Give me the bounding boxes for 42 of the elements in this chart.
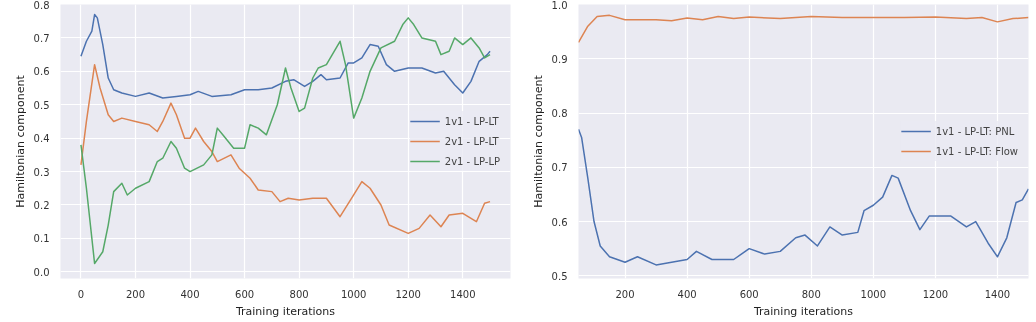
- y-axis-title: Hamiltonian component: [13, 74, 27, 208]
- y-tick-label: 0.7: [33, 32, 50, 44]
- x-tick-label: 200: [615, 288, 635, 300]
- y-tick-label: 0.4: [33, 133, 50, 145]
- y-tick-label: 0.0: [33, 266, 50, 278]
- line-series: [578, 14, 1029, 44]
- line-series: [578, 128, 1029, 266]
- y-tick-label: 0.7: [551, 162, 568, 174]
- legend-label: 2v1 - LP-LT: [444, 134, 499, 148]
- y-tick-label: 1.0: [551, 0, 568, 11]
- line-series: [80, 13, 491, 99]
- x-tick-label: 400: [677, 288, 697, 300]
- x-tick-label: 400: [180, 288, 200, 300]
- x-tick-label: 1000: [340, 288, 367, 300]
- y-tick-label: 0.3: [33, 166, 50, 178]
- x-tick-label: 1400: [984, 288, 1011, 300]
- y-axis-title: Hamiltonian component: [531, 74, 545, 208]
- x-tick-label: 600: [235, 288, 255, 300]
- y-tick-label: 0.8: [33, 0, 50, 11]
- legend-label: 1v1 - LP-LT: Flow: [935, 144, 1018, 158]
- x-tick-label: 1200: [922, 288, 949, 300]
- y-tick-label: 0.8: [551, 108, 568, 120]
- legend-label: 1v1 - LP-LT: PNL: [935, 124, 1015, 138]
- y-tick-label: 0.2: [33, 199, 50, 211]
- y-tick-label: 0.5: [551, 270, 568, 282]
- x-tick-label: 1200: [395, 288, 421, 300]
- x-tick-label: 800: [289, 288, 309, 300]
- x-axis-title: Training iterations: [234, 304, 336, 318]
- x-tick-label: 600: [739, 288, 759, 300]
- x-tick-label: 1400: [450, 288, 476, 300]
- x-tick-label: 0: [77, 288, 85, 300]
- y-tick-label: 0.6: [33, 66, 50, 78]
- legend-label: 1v1 - LP-LT: [444, 114, 499, 128]
- y-tick-label: 0.5: [33, 99, 50, 111]
- x-tick-label: 1000: [860, 288, 887, 300]
- x-tick-label: 800: [801, 288, 821, 300]
- y-tick-label: 0.1: [33, 233, 50, 245]
- legend-label: 2v1 - LP-LP: [444, 154, 500, 168]
- x-tick-label: 200: [125, 288, 146, 300]
- x-axis-title: Training iterations: [752, 304, 854, 318]
- y-tick-label: 0.9: [551, 53, 568, 65]
- y-tick-label: 0.6: [551, 216, 568, 228]
